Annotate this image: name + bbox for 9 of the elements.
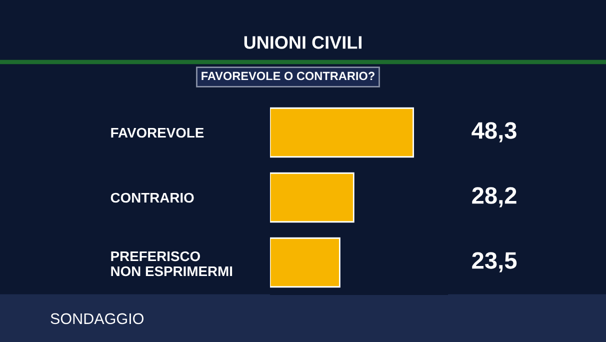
chart-subtitle: FAVOREVOLE O CONTRARIO? bbox=[202, 72, 374, 80]
y-tick-label: FAVOREVOLE bbox=[111, 128, 204, 138]
chart-title: UNIONI CIVILI bbox=[244, 36, 362, 49]
data-label: 48,3 bbox=[472, 122, 516, 142]
text: SONDAGGIO bbox=[50, 313, 144, 324]
y-tick-label: CONTRARIO bbox=[110, 192, 194, 203]
data-label: 28,2 bbox=[472, 187, 516, 208]
y-tick-label: PREFERISCO NON ESPRIMERMI bbox=[111, 251, 232, 276]
data-label: 23,5 bbox=[472, 252, 517, 272]
